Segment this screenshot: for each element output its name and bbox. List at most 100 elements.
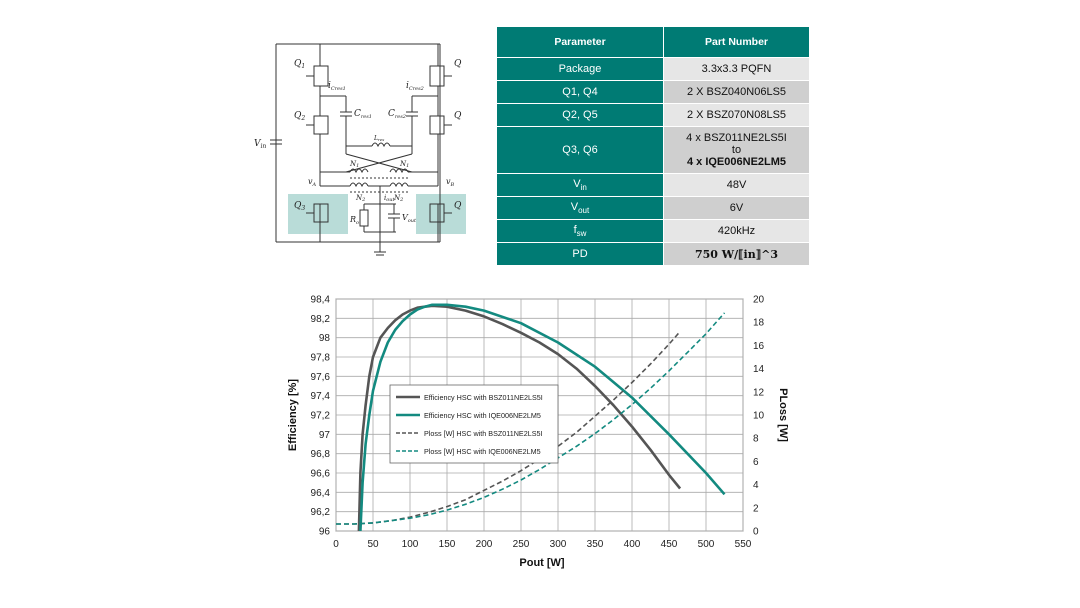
param-cell: Q2, Q5 <box>496 103 664 127</box>
x-tick-label: 50 <box>367 539 379 550</box>
table-row: Package 3.3x3.3 PQFN <box>496 57 810 81</box>
svg-text:iout: iout <box>384 194 395 203</box>
param-cell: Q1, Q4 <box>496 80 664 104</box>
n2-right-label: N <box>393 194 401 202</box>
y-tick-label: 98,4 <box>311 295 331 306</box>
table-row: Q1, Q4 2 X BSZ040N06LS5 <box>496 80 810 104</box>
y-axis-label: Efficiency [%] <box>287 379 299 451</box>
y-tick-label: 96 <box>319 527 331 538</box>
y-tick-label: 96,6 <box>311 469 331 480</box>
y-tick-label: 97 <box>319 430 331 441</box>
x-tick-label: 550 <box>735 539 752 550</box>
va-label: v <box>308 177 313 186</box>
y2-tick-label: 16 <box>753 341 765 352</box>
n1-right-label: N <box>399 160 407 168</box>
value-cell: 6V <box>663 196 810 220</box>
svg-text:iCres2: iCres2 <box>406 81 424 92</box>
icres2-label: i <box>406 81 409 91</box>
series-line <box>357 304 682 532</box>
y-tick-label: 96,2 <box>311 507 331 518</box>
y-tick-label: 97,8 <box>311 353 331 364</box>
legend-entry: Ploss [W] HSC with IQE006NE2LM5 <box>424 447 541 456</box>
y2-tick-label: 10 <box>753 411 765 422</box>
iout-label: i <box>384 194 386 202</box>
svg-text:Q3: Q3 <box>294 201 305 212</box>
x-tick-label: 150 <box>439 539 456 550</box>
converter-schematic: Vin Q1 Q2 Q3 Q Q Q iCres1 iCres2 Cres1 C… <box>254 43 466 256</box>
efficiency-chart: 96 96,2 96,4 96,6 96,8 97 97,2 97,4 97,6 97,8 98 98… <box>287 295 789 570</box>
svg-text:vA: vA <box>308 177 317 188</box>
svg-text:Vout: Vout <box>402 213 417 224</box>
series-line <box>359 303 726 532</box>
value-cell: 3.3x3.3 PQFN <box>663 57 810 81</box>
table-row: Q3, Q6 4 x BSZ011NE2LS5I to 4 x IQE006NE… <box>496 126 810 174</box>
svg-text:Cres1: Cres1 <box>354 109 372 120</box>
cres1-label: C <box>354 109 361 119</box>
table-row: fsw 420kHz <box>496 219 810 243</box>
value-line: to <box>731 144 742 156</box>
q4-label: Q <box>454 59 462 69</box>
value-line: 4 x BSZ011NE2LS5I <box>686 132 787 144</box>
q1-label: Q <box>294 59 302 69</box>
y-tick-label: 96,8 <box>311 449 331 460</box>
legend-entry: Ploss [W] HSC with BSZ011NE2LS5I <box>424 429 543 438</box>
x-axis-label: Pout [W] <box>519 557 565 569</box>
y2-tick-label: 6 <box>753 457 759 468</box>
series-line <box>336 312 726 525</box>
chart-series <box>336 303 726 532</box>
y2-axis-label: PLoss [W] <box>777 388 789 442</box>
q3-highlight <box>288 194 348 234</box>
x-axis-ticks: 0 50 100 150 200 250 300 350 400 450 500 550 <box>333 539 752 550</box>
x-tick-label: 250 <box>513 539 530 550</box>
y2-tick-label: 20 <box>753 295 765 306</box>
y2-tick-label: 4 <box>753 480 759 491</box>
param-cell: Package <box>496 57 664 81</box>
y2-tick-label: 0 <box>753 527 759 538</box>
y2-tick-label: 14 <box>753 364 765 375</box>
svg-text:Ro: Ro <box>349 215 359 226</box>
table-row: Vin 48V <box>496 173 810 197</box>
svg-text:Cres2: Cres2 <box>388 109 406 120</box>
y2-tick-label: 18 <box>753 318 765 329</box>
cres2-label: C <box>388 109 395 119</box>
y-tick-label: 97,6 <box>311 372 331 383</box>
header-parameter: Parameter <box>496 26 664 58</box>
x-tick-label: 350 <box>587 539 604 550</box>
chart-grid <box>335 298 744 532</box>
icres1-label: i <box>328 81 331 91</box>
header-part-number: Part Number <box>663 26 810 58</box>
y2-tick-label: 8 <box>753 434 759 445</box>
legend-entry: Efficiency HSC with BSZ011NE2LS5I <box>424 393 543 402</box>
chart-legend: Efficiency HSC with BSZ011NE2LS5I Efficie… <box>389 384 559 464</box>
parameter-table: Parameter Part Number Package 3.3x3.3 PQ… <box>496 26 810 266</box>
vb-label: v <box>446 177 451 186</box>
svg-text:N2: N2 <box>355 194 365 203</box>
q6-highlight <box>416 194 466 234</box>
value-cell: 420kHz <box>663 219 810 243</box>
vin-label: V <box>254 139 262 149</box>
svg-text:Vin: Vin <box>254 139 266 150</box>
y-tick-label: 98 <box>319 333 331 344</box>
table-row: PD 750 W/⟦in⟧^3 <box>496 242 810 266</box>
x-tick-label: 500 <box>698 539 715 550</box>
n2-left-label: N <box>355 194 363 202</box>
value-cell: 2 X BSZ040N06LS5 <box>663 80 810 104</box>
value-line: 4 x IQE006NE2LM5 <box>686 156 787 168</box>
value-cell: 2 X BSZ070N08LS5 <box>663 103 810 127</box>
param-cell: PD <box>496 242 664 266</box>
param-cell: Q3, Q6 <box>496 126 664 174</box>
y2-axis-ticks: 0 2 4 6 8 10 12 14 16 18 20 <box>753 295 765 538</box>
ro-label: R <box>349 215 356 224</box>
value-cell: 750 W/⟦in⟧^3 <box>663 242 810 266</box>
q6-label: Q <box>454 201 462 211</box>
svg-text:Q2: Q2 <box>294 111 305 122</box>
q5-label: Q <box>454 111 462 121</box>
x-tick-label: 0 <box>333 539 339 550</box>
y2-tick-label: 2 <box>753 503 759 514</box>
param-cell: Vin <box>496 173 664 197</box>
svg-text:Lres: Lres <box>373 135 384 142</box>
y-tick-label: 98,2 <box>311 314 331 325</box>
y-axis-ticks: 96 96,2 96,4 96,6 96,8 97 97,2 97,4 97,6 97,8 98 98… <box>311 295 331 538</box>
legend-entry: Efficiency HSC with IQE006NE2LM5 <box>424 411 541 420</box>
table-row: Vout 6V <box>496 196 810 220</box>
